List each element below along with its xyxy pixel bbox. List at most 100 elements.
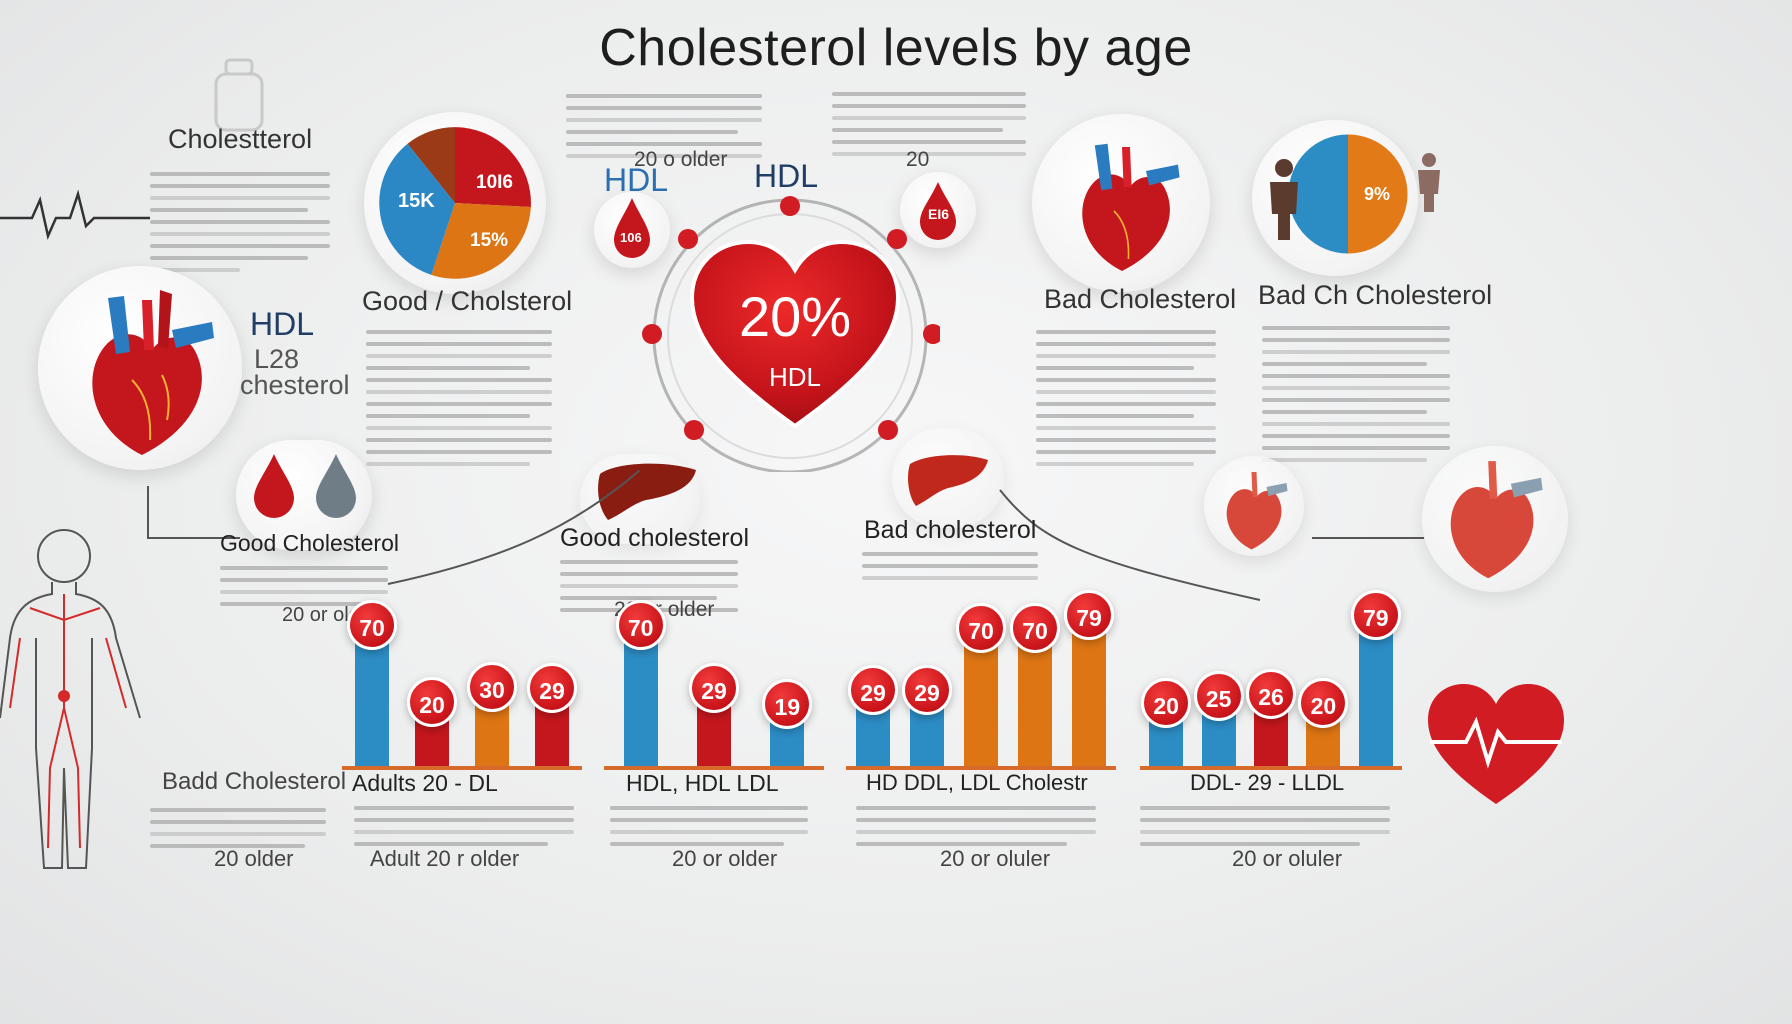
l28-label: L28 — [254, 344, 300, 374]
bar-value-label: 70 — [347, 600, 397, 650]
text-block — [150, 808, 326, 856]
chart-xlabel: Adults 20 - DL — [352, 770, 498, 796]
chart-footer: 20 or oluler — [940, 846, 1051, 871]
connector-line — [147, 486, 240, 539]
text-block — [150, 172, 330, 280]
text-block — [366, 330, 552, 474]
text-block — [220, 566, 388, 614]
drop-label: EI6 — [928, 206, 950, 222]
text-block — [610, 806, 808, 854]
heart-icon — [690, 240, 900, 429]
bottle-icon — [214, 58, 264, 132]
good-cholsterol-label: Good / Cholsterol — [362, 286, 573, 316]
pie-slice-label: 10I6 — [476, 172, 513, 193]
bar-value-label: 25 — [1193, 670, 1244, 721]
pie-slice — [379, 143, 455, 275]
pie-slice-label: 15% — [470, 230, 509, 251]
bar — [964, 643, 998, 768]
connector-line — [1312, 537, 1424, 539]
blood-drop-icon — [614, 198, 650, 258]
connector-curves — [387, 470, 1261, 601]
heart-label: HDL — [768, 362, 821, 392]
blood-drop-icon — [920, 182, 956, 240]
pie-slice — [1288, 134, 1348, 254]
bar — [623, 640, 658, 768]
bar-value-label: 79 — [1064, 590, 1114, 640]
chart-xlabel: HDL, HDL LDL — [626, 770, 779, 796]
chart-baseline — [342, 766, 582, 770]
bar-value-label: 79 — [1350, 590, 1401, 640]
drop-label: 106 — [620, 230, 642, 245]
human-body-icon — [0, 529, 141, 869]
bar — [475, 701, 509, 768]
text-block — [832, 92, 1026, 164]
bar-value-label: 20 — [1141, 678, 1192, 729]
text-block — [856, 806, 1096, 854]
chart-baseline — [604, 766, 824, 770]
bar — [535, 703, 569, 768]
pie-chart-left — [379, 127, 531, 279]
bar — [355, 640, 389, 768]
heart-ecg-icon — [1428, 684, 1564, 804]
top-age-left: 20 o older — [634, 148, 728, 171]
bar-chart: 29 29 70 70 79 — [846, 590, 1116, 768]
good-cholesterol-center: Good cholesterol — [560, 524, 750, 552]
bar-value-label: 70 — [1010, 603, 1060, 654]
text-block — [566, 94, 762, 166]
chart-footer: Adult 20 r older — [370, 846, 520, 871]
pie-slice-label: 15K — [398, 190, 435, 212]
bar — [856, 704, 890, 768]
bar-chart: 70 29 19 — [604, 600, 824, 768]
pie-slice — [407, 127, 455, 203]
text-block — [354, 806, 574, 854]
chart-footer: 20 or older — [672, 846, 778, 871]
liver-icon — [598, 463, 696, 520]
bar-value-label: 29 — [848, 664, 898, 715]
bar-value-label: 70 — [615, 600, 666, 650]
bottom-age-label: 20 older — [214, 846, 294, 871]
heart-value: 20% — [738, 285, 852, 348]
bar — [1358, 630, 1393, 768]
bar-value-label: 29 — [689, 663, 739, 714]
bar — [1072, 630, 1106, 768]
person-icon — [1418, 153, 1440, 212]
top-age-right: 20 — [906, 148, 930, 171]
bar-value-label: 26 — [1246, 669, 1296, 720]
bar-value-label: 29 — [527, 663, 577, 714]
bar-chart: 20 25 26 20 79 — [1140, 590, 1402, 768]
person-icon — [1270, 159, 1298, 240]
pie-chart-right — [1288, 134, 1408, 254]
page-title: Cholesterol levels by age — [599, 19, 1193, 77]
text-block — [862, 552, 1038, 588]
bar-value-label: 29 — [902, 664, 952, 715]
chesterol-label: chesterol — [240, 370, 350, 400]
bar-chart: 70 20 30 29 — [342, 600, 582, 768]
pie-slice — [455, 127, 531, 207]
cholesterol-label: Cholestterol — [168, 124, 313, 154]
chart-footer: 20 or oluler — [1232, 846, 1343, 871]
bar-value-label: 70 — [956, 603, 1006, 654]
bar-value-label: 20 — [1298, 678, 1349, 729]
bar-value-label: 20 — [407, 677, 457, 728]
ecg-icon — [0, 189, 150, 240]
heart-organ-icon — [92, 290, 214, 455]
heart-organ-icon — [1082, 143, 1180, 271]
heart-organ-icon — [1450, 461, 1543, 579]
bad-ch-cholesterol-label: Bad Ch Cholesterol — [1258, 280, 1493, 310]
pie-slice-label: 9% — [1364, 184, 1391, 204]
text-block — [1262, 326, 1450, 470]
chart-baseline — [1140, 766, 1402, 770]
text-block — [1036, 330, 1216, 474]
bad-cholesterol-center: Bad cholesterol — [864, 516, 1037, 544]
bad-cholesterol-label: Badd Cholesterol — [162, 768, 347, 795]
pie-slice — [1348, 134, 1408, 254]
hdl-label-left: HDL — [250, 306, 315, 342]
pie-slice — [431, 203, 531, 279]
liver-icon — [908, 455, 988, 506]
chart-baseline — [846, 766, 1116, 770]
hdl-right: HDL — [754, 158, 819, 194]
text-block — [1140, 806, 1390, 854]
bar — [1018, 643, 1052, 768]
chart-xlabel: HD DDL, LDL Cholestr — [866, 770, 1088, 795]
bar — [697, 703, 731, 768]
